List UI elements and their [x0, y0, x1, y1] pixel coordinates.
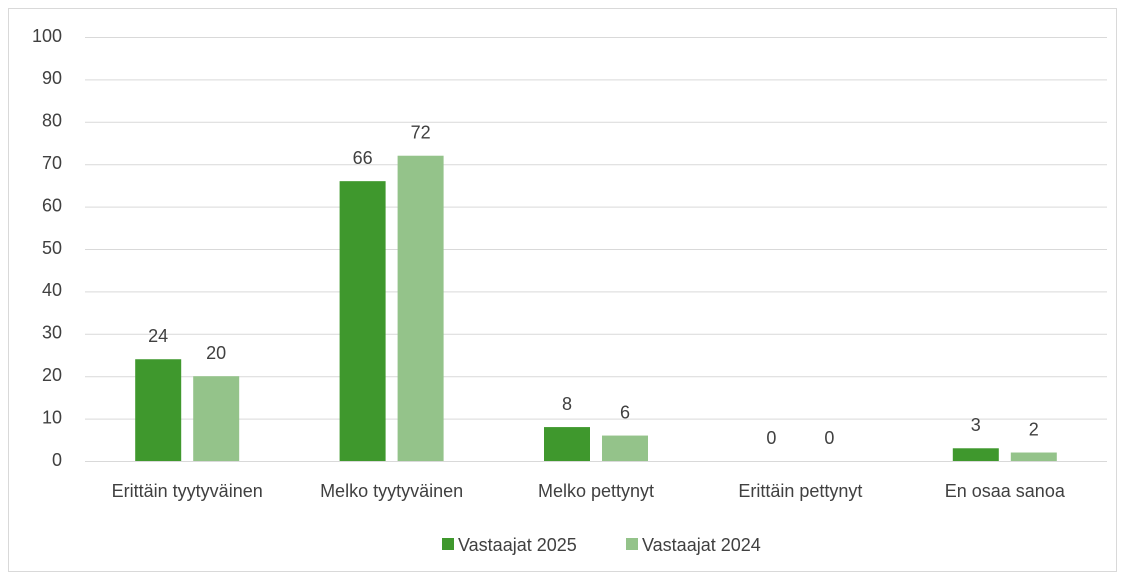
data-label: 0	[766, 428, 776, 448]
data-label: 0	[824, 428, 834, 448]
x-tick-label: En osaa sanoa	[945, 481, 1066, 501]
x-tick-label: Erittäin pettynyt	[738, 481, 862, 501]
bar	[544, 427, 590, 461]
bar	[1010, 452, 1057, 461]
y-tick-label: 10	[42, 407, 62, 427]
y-tick-label: 60	[42, 195, 62, 215]
y-tick-label: 90	[42, 68, 62, 88]
y-tick-label: 70	[42, 153, 62, 173]
x-tick-label: Melko pettynyt	[538, 481, 654, 501]
bar	[952, 448, 999, 461]
y-tick-label: 40	[42, 280, 62, 300]
data-label: 66	[353, 148, 373, 168]
data-label: 3	[971, 415, 981, 435]
y-tick-label: 0	[52, 450, 62, 470]
y-tick-label: 80	[42, 111, 62, 131]
y-tick-label: 30	[42, 323, 62, 343]
data-label: 72	[411, 122, 431, 142]
data-label: 20	[206, 343, 226, 363]
legend-label: Vastaajat 2024	[642, 535, 761, 555]
y-tick-label: 50	[42, 238, 62, 258]
chart-border	[8, 8, 1117, 572]
bar	[339, 181, 386, 461]
bar	[602, 435, 648, 461]
data-label: 6	[620, 402, 630, 422]
bar	[193, 376, 240, 461]
legend-swatch	[442, 538, 454, 550]
bar	[135, 359, 182, 461]
bar	[397, 155, 444, 461]
legend-swatch	[626, 538, 638, 550]
legend-label: Vastaajat 2025	[458, 535, 577, 555]
data-label: 24	[148, 326, 168, 346]
data-label: 2	[1029, 419, 1039, 439]
data-label: 8	[562, 394, 572, 414]
x-tick-label: Melko tyytyväinen	[320, 481, 463, 501]
y-tick-label: 100	[32, 26, 62, 46]
y-tick-label: 20	[42, 365, 62, 385]
x-tick-label: Erittäin tyytyväinen	[112, 481, 263, 501]
